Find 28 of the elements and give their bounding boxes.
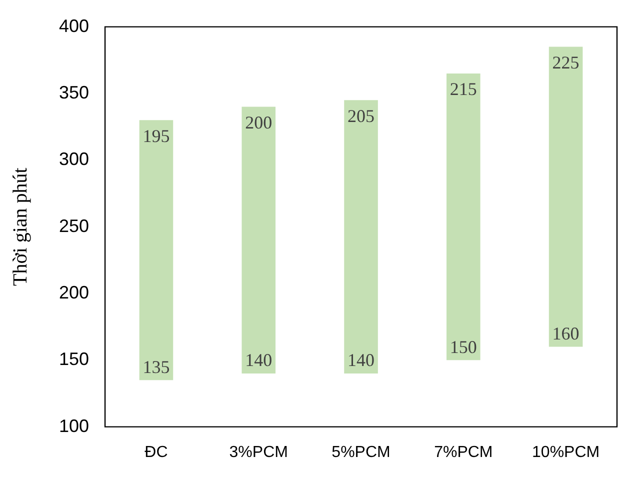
x-tick-label: 5%PCM bbox=[332, 444, 390, 461]
y-tick-label: 100 bbox=[58, 416, 90, 436]
bar bbox=[548, 46, 583, 347]
data-label: 205 bbox=[348, 106, 375, 126]
annotation: 140 bbox=[245, 350, 272, 370]
y-tick-label: 400 bbox=[58, 16, 90, 36]
x-tick-label: 7%PCM bbox=[434, 444, 493, 461]
data-label: 200 bbox=[245, 112, 272, 133]
annotation: 150 bbox=[450, 336, 477, 357]
annotation: 135 bbox=[142, 356, 170, 377]
data-label: 225 bbox=[552, 52, 580, 73]
x-tick-label: 10%PCM bbox=[532, 444, 600, 461]
data-label: 215 bbox=[450, 79, 477, 100]
y-axis-title: Thời gian phút bbox=[9, 167, 32, 286]
bar bbox=[344, 100, 378, 374]
y-tick-label: 300 bbox=[58, 149, 90, 170]
y-tick-label: 200 bbox=[58, 282, 90, 302]
x-tick-label: ĐC bbox=[144, 444, 168, 461]
y-tick-label: 150 bbox=[58, 349, 90, 370]
bar bbox=[446, 73, 480, 360]
data-label: 195 bbox=[142, 126, 170, 146]
annotation: 160 bbox=[552, 324, 580, 344]
y-tick-label: 250 bbox=[58, 216, 90, 236]
bar bbox=[139, 120, 174, 380]
y-tick-label: 350 bbox=[58, 82, 90, 102]
annotation: 140 bbox=[348, 350, 375, 370]
x-tick-label: 3%PCM bbox=[229, 444, 288, 461]
bar bbox=[242, 106, 276, 374]
